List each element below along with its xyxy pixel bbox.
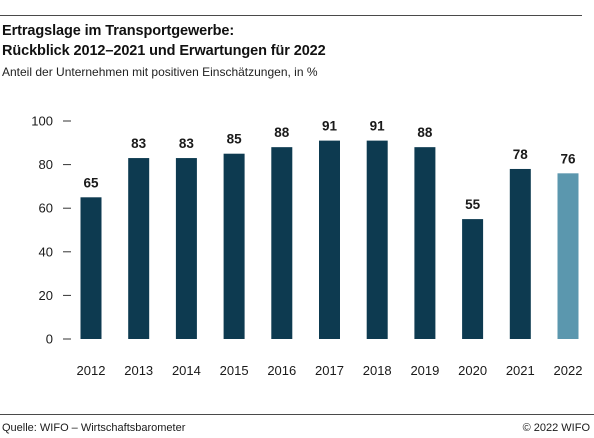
bar-2019 bbox=[414, 147, 436, 339]
bottom-rule bbox=[0, 414, 594, 415]
bar-2016 bbox=[271, 147, 293, 339]
y-tick-label-0: 0 bbox=[46, 332, 53, 347]
x-tick-label-2018: 2018 bbox=[363, 363, 392, 378]
value-label-2021: 78 bbox=[513, 147, 529, 162]
x-tick-label-2015: 2015 bbox=[220, 363, 249, 378]
x-tick-label-2021: 2021 bbox=[506, 363, 535, 378]
y-tick-label-100: 100 bbox=[31, 114, 53, 129]
bar-2012 bbox=[80, 197, 102, 339]
value-label-2014: 83 bbox=[179, 136, 195, 151]
x-tick-label-2012: 2012 bbox=[77, 363, 106, 378]
copyright-note: © 2022 WIFO bbox=[522, 422, 590, 434]
chart-subtitle: Anteil der Unternehmen mit positiven Ein… bbox=[2, 65, 318, 79]
x-tick-label-2013: 2013 bbox=[124, 363, 153, 378]
value-label-2020: 55 bbox=[465, 197, 481, 212]
source-note: Quelle: WIFO – Wirtschaftsbarometer bbox=[2, 422, 186, 434]
bar-2013 bbox=[128, 158, 150, 339]
chart-title-line-2: Rückblick 2012–2021 und Erwartungen für … bbox=[2, 43, 326, 59]
x-tick-label-2014: 2014 bbox=[172, 363, 201, 378]
x-tick-label-2016: 2016 bbox=[267, 363, 296, 378]
bar-2021 bbox=[509, 168, 531, 339]
value-label-2022: 76 bbox=[560, 151, 576, 166]
chart-title-line-1: Ertragslage im Transportgewerbe: bbox=[2, 23, 235, 39]
x-tick-label-2020: 2020 bbox=[458, 363, 487, 378]
value-label-2017: 91 bbox=[322, 119, 338, 134]
value-label-2016: 88 bbox=[274, 125, 290, 140]
bar-2015 bbox=[223, 153, 245, 339]
value-label-2018: 91 bbox=[370, 119, 386, 134]
value-label-2019: 88 bbox=[417, 125, 433, 140]
top-rule bbox=[0, 15, 582, 16]
bar-2018 bbox=[366, 140, 388, 339]
bar-2017 bbox=[319, 140, 340, 339]
bar-2020 bbox=[462, 219, 484, 339]
bar-2014 bbox=[175, 158, 197, 339]
value-label-2012: 65 bbox=[83, 175, 99, 190]
x-tick-label-2017: 2017 bbox=[315, 363, 344, 378]
y-tick-label-60: 60 bbox=[39, 201, 53, 216]
y-tick-label-20: 20 bbox=[39, 288, 53, 303]
x-tick-label-2022: 2022 bbox=[554, 363, 583, 378]
bar-2022 bbox=[557, 173, 579, 339]
y-tick-label-40: 40 bbox=[39, 244, 53, 259]
x-tick-label-2019: 2019 bbox=[410, 363, 439, 378]
y-tick-label-80: 80 bbox=[39, 157, 53, 172]
value-label-2015: 85 bbox=[227, 132, 243, 147]
value-label-2013: 83 bbox=[131, 136, 147, 151]
